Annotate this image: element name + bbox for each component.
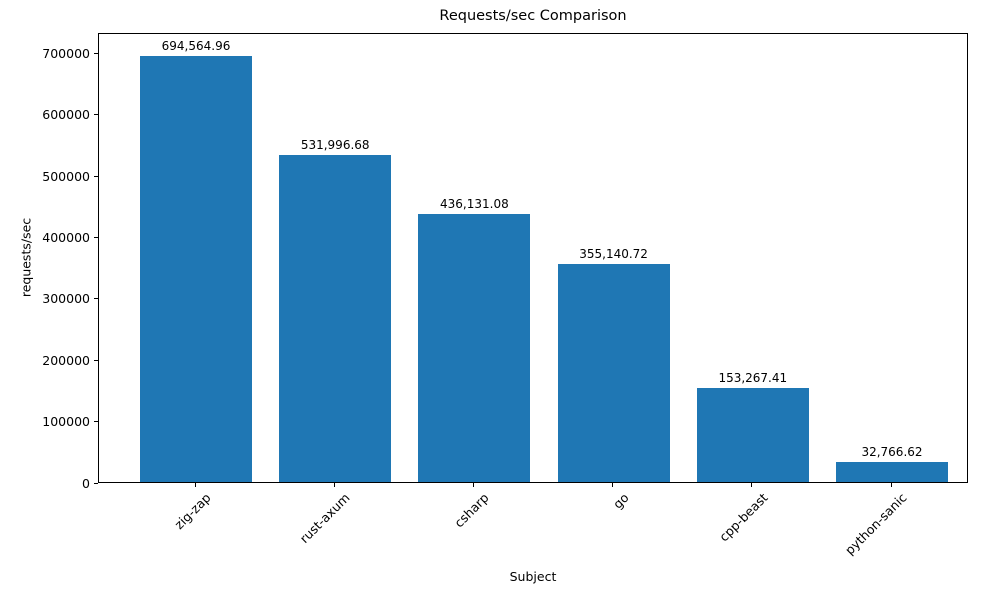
bar — [696, 387, 809, 482]
bar — [279, 155, 392, 482]
bar-value-label: 531,996.68 — [300, 138, 370, 153]
x-tick-mark — [890, 483, 892, 487]
x-tick-mark — [194, 483, 196, 487]
y-tick-label: 300000 — [42, 291, 90, 307]
bar-value-label: 355,140.72 — [579, 246, 648, 261]
y-tick-label: 700000 — [42, 45, 90, 61]
bar — [557, 263, 670, 482]
bar-value-label: 694,564.96 — [161, 38, 231, 53]
bar-value-label: 32,766.62 — [861, 444, 923, 459]
y-tick-label: 600000 — [42, 107, 90, 123]
y-tick-mark — [94, 52, 98, 54]
y-tick-label: 0 — [82, 475, 90, 491]
y-tick-mark — [94, 298, 98, 300]
x-axis-label: Subject — [509, 569, 557, 584]
y-tick-mark — [94, 359, 98, 361]
x-tick-mark — [333, 483, 335, 487]
y-tick-label: 100000 — [42, 414, 90, 430]
bar-value-label: 436,131.08 — [440, 197, 509, 212]
y-tick-mark — [94, 175, 98, 177]
bar — [418, 214, 531, 482]
bar — [140, 55, 252, 482]
y-tick-mark — [94, 236, 98, 238]
y-tick-mark — [94, 482, 98, 484]
x-tick-mark — [751, 483, 753, 487]
y-tick-label: 400000 — [42, 229, 90, 245]
y-tick-mark — [94, 114, 98, 116]
y-tick-label: 200000 — [42, 352, 90, 368]
y-tick-mark — [94, 421, 98, 423]
bar-value-label: 153,267.41 — [718, 370, 788, 385]
y-tick-label: 500000 — [42, 168, 90, 184]
plot-area: 694,564.96 531,996.68 436,131.08 355,140.72… — [98, 33, 968, 483]
chart-title: Requests/sec Comparison — [439, 8, 627, 24]
x-tick-mark — [472, 483, 474, 487]
bar — [836, 461, 948, 482]
x-tick-mark — [612, 483, 614, 487]
